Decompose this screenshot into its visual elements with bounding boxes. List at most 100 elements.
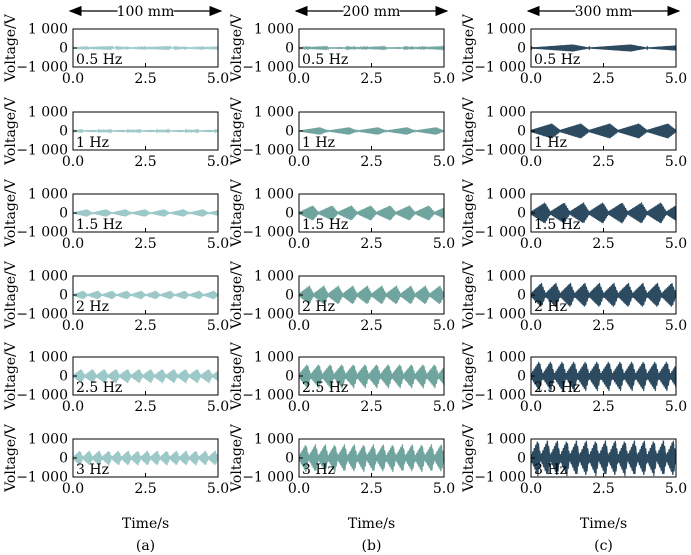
x-tick-label: 0.0: [62, 71, 84, 87]
frequency-label: 1 Hz: [534, 135, 567, 151]
y-tick-label: −1 000: [242, 388, 294, 404]
x-axis-label: Time/s: [122, 516, 169, 532]
x-tick-label: 2.5: [592, 481, 614, 497]
x-tick-label: 5.0: [207, 154, 229, 170]
x-tick-label: 2.5: [134, 399, 156, 415]
x-tick-label: 0.0: [62, 236, 84, 252]
x-tick-label: 0.0: [520, 154, 542, 170]
frequency-label: 0.5 Hz: [76, 52, 122, 68]
x-tick-label: 2.5: [592, 318, 614, 334]
x-tick-label: 5.0: [665, 154, 687, 170]
y-axis-label: Voltage/V: [461, 341, 477, 411]
x-tick-label: 0.0: [288, 318, 310, 334]
y-axis-label: Voltage/V: [229, 260, 245, 330]
y-tick-label: 1 000: [486, 269, 526, 285]
y-tick-label: 0: [285, 369, 294, 385]
y-tick-label: −1 000: [474, 388, 526, 404]
x-tick-label: 0.0: [520, 318, 542, 334]
x-tick-label: 5.0: [433, 71, 455, 87]
y-tick-label: 0: [59, 124, 68, 140]
y-tick-label: 0: [59, 288, 68, 304]
x-tick-label: 2.5: [134, 481, 156, 497]
y-axis-label: Voltage/V: [3, 341, 19, 411]
frequency-label: 2.5 Hz: [534, 380, 580, 396]
x-tick-label: 0.0: [62, 481, 84, 497]
y-tick-label: 1 000: [28, 269, 68, 285]
frequency-label: 3 Hz: [76, 462, 109, 478]
span-label: 200 mm: [343, 4, 401, 20]
frequency-label: 1.5 Hz: [534, 217, 580, 233]
x-tick-label: 0.0: [288, 71, 310, 87]
x-tick-label: 5.0: [207, 481, 229, 497]
voltage-trace: [72, 209, 219, 217]
y-axis-label: Voltage/V: [461, 260, 477, 330]
y-tick-label: 1 000: [254, 187, 294, 203]
y-tick-label: 0: [285, 451, 294, 467]
x-tick-label: 5.0: [433, 154, 455, 170]
voltage-trace: [298, 45, 445, 51]
voltage-trace: [72, 450, 219, 466]
span-label: 300 mm: [575, 4, 633, 20]
x-tick-label: 0.0: [520, 481, 542, 497]
x-tick-label: 2.5: [134, 236, 156, 252]
y-tick-label: −1 000: [16, 307, 68, 323]
voltage-trace: [72, 369, 219, 384]
panel-label: (c): [594, 538, 613, 554]
x-tick-label: 2.5: [134, 318, 156, 334]
voltage-trace: [530, 440, 677, 477]
x-tick-label: 2.5: [134, 71, 156, 87]
y-axis-label: Voltage/V: [229, 423, 245, 493]
y-axis-label: Voltage/V: [229, 178, 245, 248]
x-tick-label: 2.5: [360, 318, 382, 334]
x-axis-label: Time/s: [348, 516, 395, 532]
y-tick-label: 1 000: [28, 105, 68, 121]
x-tick-label: 5.0: [665, 481, 687, 497]
y-axis-label: Voltage/V: [461, 13, 477, 83]
x-tick-label: 2.5: [134, 154, 156, 170]
x-tick-label: 0.0: [62, 154, 84, 170]
frequency-label: 2.5 Hz: [76, 380, 122, 396]
y-tick-label: 0: [59, 206, 68, 222]
y-tick-label: −1 000: [242, 470, 294, 486]
y-tick-label: 1 000: [28, 350, 68, 366]
y-tick-label: 0: [285, 288, 294, 304]
y-tick-label: −1 000: [474, 143, 526, 159]
y-tick-label: −1 000: [242, 60, 294, 76]
y-tick-label: −1 000: [16, 143, 68, 159]
frequency-label: 1 Hz: [302, 135, 335, 151]
y-axis-label: Voltage/V: [461, 178, 477, 248]
x-tick-label: 0.0: [62, 399, 84, 415]
y-tick-label: 1 000: [28, 22, 68, 38]
frequency-label: 2 Hz: [302, 299, 335, 315]
voltage-trace: [530, 44, 677, 52]
y-tick-label: −1 000: [474, 60, 526, 76]
y-tick-label: 0: [517, 288, 526, 304]
x-tick-label: 0.0: [520, 399, 542, 415]
panel-label: (b): [362, 538, 382, 554]
y-tick-label: −1 000: [242, 143, 294, 159]
y-tick-label: 1 000: [486, 432, 526, 448]
y-tick-label: 1 000: [486, 105, 526, 121]
y-tick-label: 0: [517, 369, 526, 385]
y-tick-label: 1 000: [28, 187, 68, 203]
x-tick-label: 2.5: [592, 236, 614, 252]
voltage-trace: [530, 282, 677, 307]
x-tick-label: 2.5: [360, 154, 382, 170]
y-tick-label: −1 000: [474, 470, 526, 486]
y-axis-label: Voltage/V: [461, 423, 477, 493]
y-tick-label: 1 000: [254, 105, 294, 121]
x-tick-label: 5.0: [207, 318, 229, 334]
y-tick-label: −1 000: [242, 307, 294, 323]
x-tick-label: 2.5: [360, 481, 382, 497]
